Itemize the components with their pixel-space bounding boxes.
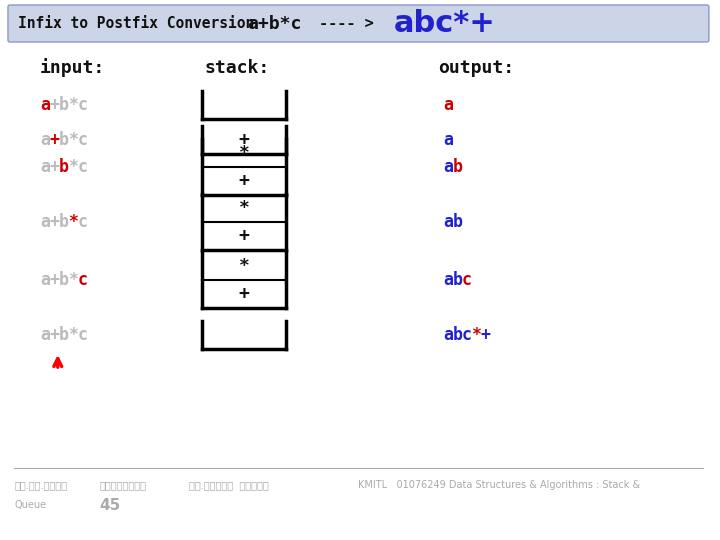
Text: *: * xyxy=(68,213,78,231)
Text: c: c xyxy=(78,271,88,289)
Text: รศ.กฤตวน  ศรบรณ: รศ.กฤตวน ศรบรณ xyxy=(189,480,269,490)
Text: KMITL   01076249 Data Structures & Algorithms : Stack &: KMITL 01076249 Data Structures & Algorit… xyxy=(359,480,641,490)
Text: c: c xyxy=(78,213,88,231)
Text: *: * xyxy=(68,96,78,114)
Text: c: c xyxy=(78,326,88,344)
Text: c: c xyxy=(78,131,88,149)
Text: เครอตราช: เครอตราช xyxy=(99,480,147,490)
Text: b: b xyxy=(59,326,68,344)
Text: *: * xyxy=(238,257,249,275)
Text: b: b xyxy=(453,326,462,344)
Text: b: b xyxy=(453,213,462,231)
Text: +: + xyxy=(49,158,59,176)
Text: a: a xyxy=(443,96,453,114)
Text: รศ.ดร.บญธร: รศ.ดร.บญธร xyxy=(15,480,68,490)
Text: *: * xyxy=(68,131,78,149)
Text: 45: 45 xyxy=(99,497,121,512)
Text: stack:: stack: xyxy=(204,59,269,77)
Text: +: + xyxy=(49,213,59,231)
Text: a: a xyxy=(40,158,50,176)
Text: output:: output: xyxy=(438,59,514,77)
Text: +: + xyxy=(238,285,249,303)
Text: b: b xyxy=(59,158,68,176)
Text: +: + xyxy=(49,271,59,289)
Text: a: a xyxy=(40,96,50,114)
Text: input:: input: xyxy=(40,58,105,78)
Text: +: + xyxy=(238,131,249,149)
Text: b: b xyxy=(59,213,68,231)
Text: c: c xyxy=(78,158,88,176)
Text: b: b xyxy=(59,131,68,149)
Text: +: + xyxy=(49,96,59,114)
Text: *: * xyxy=(238,144,249,162)
Text: b: b xyxy=(59,271,68,289)
Text: c: c xyxy=(78,96,88,114)
Text: a: a xyxy=(443,213,453,231)
Text: c: c xyxy=(462,326,472,344)
Text: *: * xyxy=(238,199,249,217)
Text: *: * xyxy=(68,326,78,344)
Text: a+b*c: a+b*c xyxy=(247,15,301,33)
Text: ---- >: ---- > xyxy=(319,17,374,31)
Text: b: b xyxy=(453,271,462,289)
Text: a: a xyxy=(443,131,453,149)
Text: a: a xyxy=(40,131,50,149)
Text: +: + xyxy=(238,172,249,190)
FancyBboxPatch shape xyxy=(8,5,709,42)
Text: b: b xyxy=(59,96,68,114)
Text: a: a xyxy=(40,326,50,344)
Text: a: a xyxy=(40,213,50,231)
Text: *: * xyxy=(472,326,482,344)
Text: +: + xyxy=(49,131,59,149)
Text: Queue: Queue xyxy=(15,500,47,510)
Text: a: a xyxy=(443,326,453,344)
Text: b: b xyxy=(453,158,462,176)
Text: a: a xyxy=(40,271,50,289)
Text: *: * xyxy=(68,158,78,176)
Text: +: + xyxy=(49,326,59,344)
Text: +: + xyxy=(481,326,491,344)
Text: c: c xyxy=(462,271,472,289)
Text: +: + xyxy=(238,227,249,245)
Text: a: a xyxy=(443,271,453,289)
Text: a: a xyxy=(443,158,453,176)
Text: *: * xyxy=(68,271,78,289)
Text: abc*+: abc*+ xyxy=(393,10,495,38)
Text: Infix to Postfix Conversion: Infix to Postfix Conversion xyxy=(18,17,254,31)
